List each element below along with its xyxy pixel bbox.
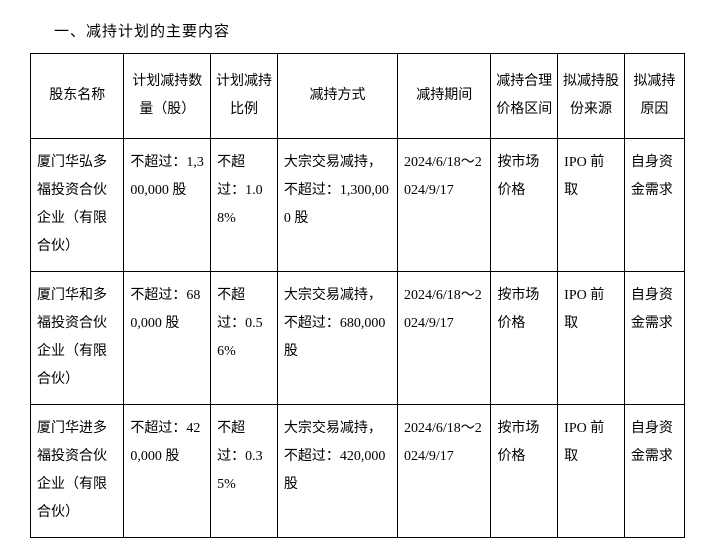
cell-period: 2024/6/18～2024/9/17 [398, 139, 491, 272]
col-header-reason: 拟减持原因 [624, 54, 684, 139]
cell-qty: 不超过：680,000 股 [124, 272, 211, 405]
cell-source: IPO 前取 [558, 272, 625, 405]
reduction-plan-table: 股东名称 计划减持数量（股） 计划减持比例 减持方式 减持期间 减持合理价格区间… [30, 53, 685, 538]
col-header-name: 股东名称 [31, 54, 124, 139]
cell-ratio: 不超过：0.35% [211, 405, 278, 538]
col-header-method: 减持方式 [277, 54, 397, 139]
cell-name: 厦门华和多福投资合伙企业（有限合伙） [31, 272, 124, 405]
cell-reason: 自身资金需求 [624, 405, 684, 538]
table-row: 厦门华弘多福投资合伙企业（有限合伙） 不超过：1,300,000 股 不超过：1… [31, 139, 685, 272]
col-header-period: 减持期间 [398, 54, 491, 139]
col-header-price: 减持合理价格区间 [491, 54, 558, 139]
cell-method: 大宗交易减持，不超过：1,300,000 股 [277, 139, 397, 272]
table-header-row: 股东名称 计划减持数量（股） 计划减持比例 减持方式 减持期间 减持合理价格区间… [31, 54, 685, 139]
cell-price: 按市场价格 [491, 272, 558, 405]
table-row: 厦门华进多福投资合伙企业（有限合伙） 不超过：420,000 股 不超过：0.3… [31, 405, 685, 538]
cell-reason: 自身资金需求 [624, 139, 684, 272]
cell-source: IPO 前取 [558, 405, 625, 538]
col-header-qty: 计划减持数量（股） [124, 54, 211, 139]
cell-source: IPO 前取 [558, 139, 625, 272]
cell-method: 大宗交易减持，不超过：680,000 股 [277, 272, 397, 405]
cell-price: 按市场价格 [491, 405, 558, 538]
cell-name: 厦门华进多福投资合伙企业（有限合伙） [31, 405, 124, 538]
cell-ratio: 不超过：1.08% [211, 139, 278, 272]
cell-name: 厦门华弘多福投资合伙企业（有限合伙） [31, 139, 124, 272]
cell-price: 按市场价格 [491, 139, 558, 272]
cell-period: 2024/6/18～2024/9/17 [398, 405, 491, 538]
cell-method: 大宗交易减持，不超过：420,000 股 [277, 405, 397, 538]
col-header-ratio: 计划减持比例 [211, 54, 278, 139]
cell-reason: 自身资金需求 [624, 272, 684, 405]
cell-qty: 不超过：420,000 股 [124, 405, 211, 538]
cell-period: 2024/6/18～2024/9/17 [398, 272, 491, 405]
cell-qty: 不超过：1,300,000 股 [124, 139, 211, 272]
table-row: 厦门华和多福投资合伙企业（有限合伙） 不超过：680,000 股 不超过：0.5… [31, 272, 685, 405]
col-header-source: 拟减持股份来源 [558, 54, 625, 139]
cell-ratio: 不超过：0.56% [211, 272, 278, 405]
section-title: 一、减持计划的主要内容 [30, 20, 685, 41]
